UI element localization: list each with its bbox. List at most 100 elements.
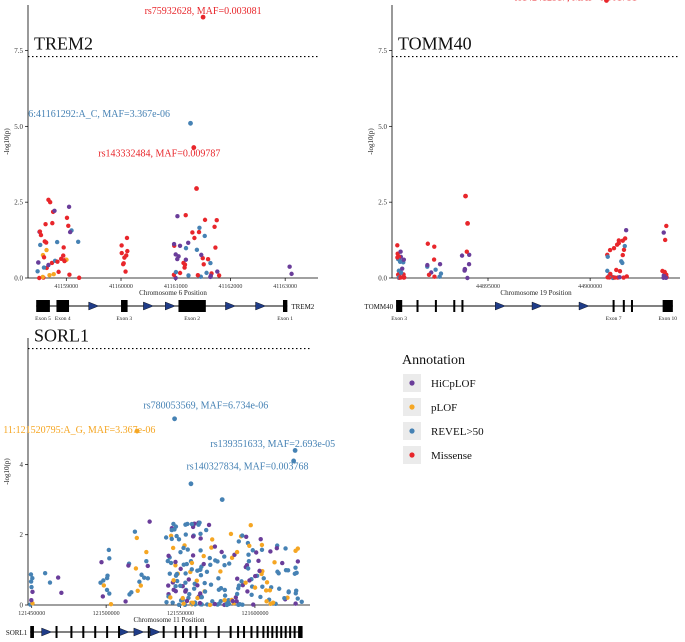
- data-point: [76, 275, 82, 280]
- legend-key-dot: [409, 452, 415, 458]
- data-point: [248, 522, 253, 528]
- data-point: [126, 563, 131, 568]
- data-point: [183, 580, 188, 585]
- strand-arrow: [225, 301, 236, 311]
- data-point: [229, 555, 235, 561]
- data-point: [247, 543, 252, 548]
- exon-block: [94, 626, 97, 638]
- data-point: [282, 596, 287, 601]
- panel-title: TOMM40: [398, 34, 472, 54]
- data-point: [189, 567, 195, 572]
- exon-block: [204, 626, 207, 638]
- variant-annotation: rs142412517, MAF=0.001731: [515, 0, 637, 3]
- data-point: [196, 229, 202, 235]
- exon-block: [106, 626, 109, 638]
- data-point-highlight: [292, 448, 298, 453]
- variant-annotation: rs139351633, MAF=2.693e-05: [210, 439, 335, 450]
- data-point: [467, 252, 472, 258]
- exon-block: [56, 300, 70, 312]
- data-point: [264, 580, 270, 585]
- data-point: [169, 527, 174, 533]
- data-point: [295, 596, 300, 601]
- data-point: [401, 257, 407, 262]
- data-point: [30, 576, 35, 581]
- data-point: [144, 558, 149, 564]
- data-point: [425, 241, 431, 246]
- exon-block: [289, 626, 292, 638]
- exon-block: [630, 300, 633, 312]
- data-point: [234, 591, 240, 597]
- data-point: [216, 587, 222, 592]
- data-point: [620, 252, 625, 258]
- data-point: [183, 245, 189, 251]
- exon-block: [162, 626, 165, 638]
- y-tick-label: 4: [20, 461, 24, 469]
- data-point: [147, 519, 152, 524]
- data-point: [183, 213, 188, 218]
- data-point: [202, 580, 207, 586]
- data-point: [47, 200, 53, 205]
- data-point: [61, 253, 66, 258]
- exon-label: Exon 1: [277, 316, 293, 322]
- data-point: [28, 572, 34, 577]
- data-point: [213, 558, 218, 563]
- data-point: [197, 600, 203, 606]
- data-point-highlight: [172, 416, 177, 422]
- data-point: [620, 238, 625, 243]
- data-point: [54, 239, 60, 245]
- data-point: [190, 600, 196, 606]
- data-point: [203, 527, 209, 533]
- data-point: [202, 589, 208, 594]
- data-point: [181, 545, 186, 551]
- data-point: [232, 552, 237, 558]
- data-point: [55, 259, 60, 264]
- data-point: [194, 578, 200, 583]
- legend-key-dot: [409, 428, 415, 434]
- data-point: [258, 594, 263, 600]
- exon-label: Exon 2: [184, 316, 200, 322]
- data-point: [59, 590, 64, 596]
- data-point: [198, 573, 204, 578]
- data-point: [619, 259, 624, 264]
- exon-block: [195, 626, 198, 638]
- data-point: [437, 274, 442, 279]
- data-point-highlight: [291, 458, 297, 464]
- x-tick-label: 121550000: [167, 611, 194, 617]
- variant-annotation: 6:41161292:A_C, MAF=3.367e-06: [28, 109, 170, 120]
- data-point: [614, 267, 619, 273]
- data-point: [141, 575, 147, 580]
- variant-annotation: rs140327834, MAF=0.003768: [186, 462, 308, 473]
- exon-block: [121, 300, 128, 312]
- data-point: [398, 270, 404, 275]
- data-point: [38, 232, 44, 238]
- data-point: [186, 577, 191, 582]
- data-point: [204, 569, 210, 574]
- data-point: [190, 534, 196, 539]
- exon-label: Exon 3: [116, 316, 132, 322]
- data-point: [174, 578, 180, 584]
- data-point: [608, 271, 613, 277]
- strand-arrow: [143, 301, 154, 311]
- exon-block: [396, 300, 403, 312]
- data-point-highlight: [191, 145, 197, 150]
- exon-block: [280, 626, 283, 638]
- exon-block: [266, 626, 269, 638]
- data-point: [107, 591, 112, 596]
- data-point: [227, 561, 232, 566]
- data-point: [222, 554, 227, 559]
- data-point: [173, 269, 179, 275]
- data-point: [212, 601, 218, 607]
- data-point: [196, 522, 201, 527]
- data-point: [464, 249, 470, 254]
- data-point: [264, 599, 269, 604]
- x-tick-label: 41163000: [273, 284, 297, 290]
- y-axis-label: -log10(p): [367, 128, 375, 155]
- strand-arrow: [88, 301, 100, 311]
- data-point: [168, 595, 173, 600]
- data-point: [222, 597, 227, 603]
- exon-block: [30, 626, 34, 638]
- data-point: [275, 569, 280, 574]
- data-point: [183, 257, 189, 262]
- data-point: [101, 578, 106, 583]
- data-point: [245, 589, 250, 594]
